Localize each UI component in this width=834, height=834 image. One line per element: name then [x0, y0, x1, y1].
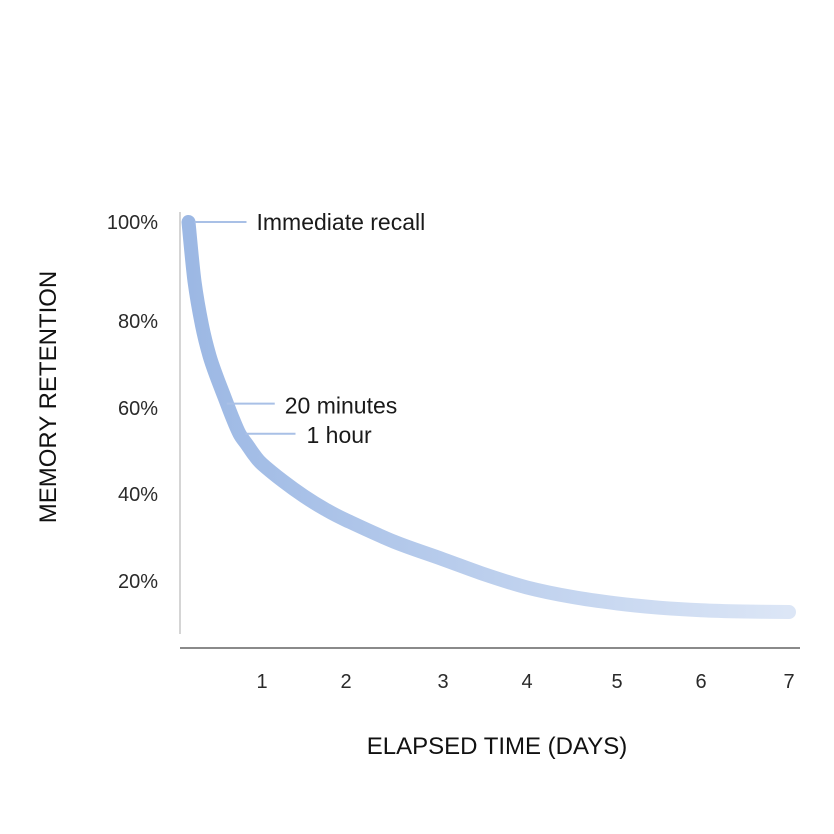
x-tick-label: 5 — [611, 671, 622, 693]
x-axis-title: ELAPSED TIME (DAYS) — [367, 733, 628, 760]
y-tick-labels: 20% 40% 60% 80% 100% — [107, 212, 158, 593]
y-axis-title: MEMORY RETENTION — [35, 271, 62, 523]
x-tick-label: 3 — [437, 671, 448, 693]
x-tick-label: 2 — [340, 671, 351, 693]
retention-curve — [181, 215, 796, 619]
x-tick-label: 7 — [783, 671, 794, 693]
y-tick-label: 100% — [107, 212, 158, 234]
x-tick-label: 6 — [695, 671, 706, 693]
annotation-label: Immediate recall — [257, 209, 426, 235]
x-tick-labels: 1 2 3 4 5 6 7 — [256, 671, 794, 693]
x-tick-label: 4 — [521, 671, 532, 693]
annotations: Immediate recall 20 minutes 1 hour — [194, 209, 426, 448]
y-tick-label: 60% — [118, 398, 158, 420]
y-tick-label: 40% — [118, 484, 158, 506]
annotation-label: 1 hour — [307, 422, 373, 448]
x-tick-label: 1 — [256, 671, 267, 693]
annotation-label: 20 minutes — [285, 393, 398, 419]
y-tick-label: 20% — [118, 571, 158, 593]
y-tick-label: 80% — [118, 311, 158, 333]
